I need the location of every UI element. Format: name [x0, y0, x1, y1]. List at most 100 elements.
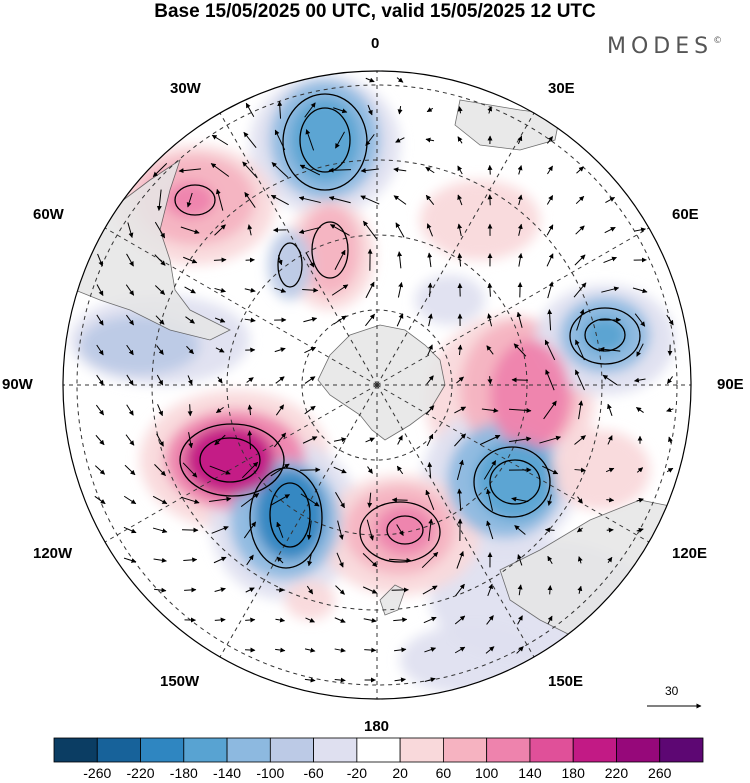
- lat-circle-1: [226, 234, 528, 536]
- wind-vector-162: [633, 377, 646, 383]
- wind-vector-56: [180, 226, 200, 234]
- wind-vector-86: [517, 252, 523, 267]
- wind-vector-160: [575, 369, 585, 391]
- wind-vector-133: [186, 345, 194, 355]
- wind-vector-234: [486, 488, 494, 511]
- wind-vector-176: [543, 400, 557, 420]
- anomaly-blob-33: [420, 180, 540, 260]
- chart-title: Base 15/05/2025 00 UTC, valid 15/05/2025…: [154, 1, 596, 22]
- wind-vector-87: [546, 253, 554, 267]
- wind-vector-97: [274, 287, 287, 293]
- anomaly-blob-12: [490, 340, 570, 450]
- contour-6: [269, 482, 311, 548]
- wind-vector-72: [97, 253, 104, 267]
- land-antarctica: [317, 324, 446, 441]
- wind-vector-38: [156, 189, 162, 211]
- wind-vector-93: [154, 285, 166, 295]
- wind-vector-219: [636, 467, 644, 473]
- wind-vector-169: [247, 404, 253, 416]
- lon-label-0: 0: [371, 35, 380, 52]
- wind-vector-221: [94, 495, 106, 505]
- wind-vector-106: [547, 281, 554, 299]
- wind-vector-302: [547, 615, 553, 625]
- wind-vector-301: [517, 615, 523, 625]
- wind-vector-313: [304, 677, 316, 683]
- wind-vector-257: [636, 527, 644, 533]
- wind-vector-121: [427, 313, 433, 327]
- wind-vector-75: [183, 256, 198, 264]
- wind-vector-118: [333, 315, 347, 325]
- contour-lines: [174, 93, 641, 569]
- wind-vector-209: [333, 466, 347, 474]
- lon-label-120e: 120E: [672, 545, 708, 562]
- wind-vector-9: [457, 106, 463, 114]
- wind-vector-8: [426, 107, 434, 113]
- wind-vector-205: [209, 465, 231, 475]
- wind-vector-311: [485, 646, 495, 654]
- anomaly-blob-10: [583, 317, 627, 353]
- wind-vector-136: [274, 347, 286, 353]
- wind-vector-94: [184, 286, 196, 294]
- wind-vector-74: [154, 254, 166, 266]
- wind-vector-229: [335, 491, 345, 509]
- wind-vector-225: [209, 496, 232, 502]
- wind-vector-186: [247, 430, 253, 450]
- wind-vector-63: [395, 222, 405, 238]
- wind-vector-112: [155, 315, 165, 325]
- wind-vector-129: [666, 314, 674, 326]
- wind-vector-195: [509, 436, 532, 443]
- wind-vector-273: [577, 556, 583, 564]
- contour-0: [299, 107, 351, 173]
- wind-vector-192: [426, 433, 434, 447]
- wind-vector-224: [180, 496, 200, 504]
- wind-vector-261: [213, 556, 227, 564]
- anomaly-fields: [70, 75, 675, 695]
- wind-vector-197: [574, 435, 586, 445]
- wind-vector-161: [602, 374, 618, 386]
- wind-vector-114: [214, 317, 226, 323]
- wind-vector-316: [394, 677, 406, 683]
- wind-vector-48: [457, 194, 463, 206]
- wind-vector-177: [578, 400, 584, 420]
- wind-vector-255: [576, 527, 583, 533]
- wind-vector-309: [424, 647, 437, 653]
- colorbar-tick-label: 180: [561, 765, 585, 781]
- wind-vector-191: [397, 435, 403, 445]
- wind-vector-68: [546, 224, 554, 236]
- wind-vectors: [94, 77, 674, 683]
- colorbar-tick-label: 60: [435, 765, 452, 781]
- wind-vector-26: [242, 161, 258, 179]
- wind-vector-18: [425, 137, 435, 143]
- wind-vector-64: [426, 223, 433, 237]
- wind-vector-284: [422, 585, 438, 595]
- wind-vector-167: [187, 404, 193, 417]
- wind-vector-67: [517, 223, 523, 236]
- wind-vector-276: [184, 587, 197, 593]
- wind-vector-292: [245, 617, 256, 623]
- lon-label-180: 180: [364, 718, 390, 735]
- colorbar-tick-label: -180: [169, 765, 198, 781]
- wind-vector-269: [456, 550, 464, 569]
- contour-12: [174, 184, 216, 216]
- contour-2: [584, 318, 626, 352]
- anomaly-blob-0: [290, 98, 360, 182]
- wind-vector-305: [304, 647, 316, 653]
- wind-vector-307: [364, 647, 377, 653]
- wind-vector-60: [298, 226, 321, 235]
- wind-vector-171: [304, 405, 316, 415]
- wind-vector-194: [479, 434, 501, 446]
- wind-vector-173: [454, 406, 467, 414]
- wind-vector-263: [276, 556, 284, 564]
- wind-vector-55: [154, 221, 166, 239]
- wind-vector-40: [215, 188, 224, 211]
- land-small-island: [639, 189, 669, 216]
- contour-13: [311, 221, 349, 279]
- wind-vector-256: [606, 527, 614, 533]
- wind-vector-83: [427, 252, 433, 268]
- wind-vector-226: [240, 493, 260, 507]
- wind-vector-298: [423, 616, 437, 624]
- wind-vector-157: [487, 376, 493, 385]
- wind-vector-228: [300, 493, 320, 507]
- wind-vector-317: [424, 677, 436, 683]
- wind-vector-206: [241, 461, 259, 479]
